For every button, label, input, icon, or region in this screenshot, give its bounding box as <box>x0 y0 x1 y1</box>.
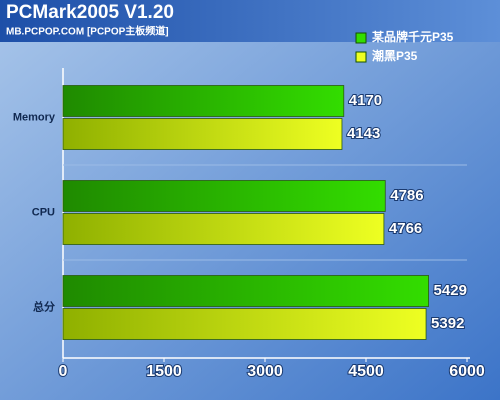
value-label: 4786 <box>390 187 423 204</box>
value-label: 5429 <box>434 282 467 299</box>
x-tick-label: 0 <box>59 363 68 380</box>
value-label: 4143 <box>347 125 380 142</box>
y-tick-label: Memory <box>13 111 56 123</box>
bar <box>62 275 429 307</box>
bar <box>62 213 385 245</box>
legend-swatch <box>355 32 367 44</box>
x-tick-label: 1500 <box>146 363 182 380</box>
bar <box>62 118 343 150</box>
value-label: 4766 <box>389 220 422 237</box>
value-label: 5392 <box>431 315 464 332</box>
x-tick-label: 4500 <box>348 363 384 380</box>
header <box>0 0 500 42</box>
bar <box>62 180 386 212</box>
x-tick-label: 3000 <box>247 363 283 380</box>
y-tick-label: CPU <box>32 206 55 218</box>
bar <box>62 85 345 117</box>
bar <box>62 308 427 340</box>
legend-label: 潮黑P35 <box>372 48 418 63</box>
value-label: 4170 <box>349 92 382 109</box>
x-tick-label: 6000 <box>449 363 485 380</box>
chart-title: PCMark2005 V1.20 <box>6 2 174 23</box>
chart-subtitle: MB.PCPOP.COM [PCPOP主板频道] <box>6 25 169 38</box>
y-tick-label: 总分 <box>33 299 55 313</box>
legend-label: 某品牌千元P35 <box>372 29 454 44</box>
legend-swatch <box>355 51 367 63</box>
